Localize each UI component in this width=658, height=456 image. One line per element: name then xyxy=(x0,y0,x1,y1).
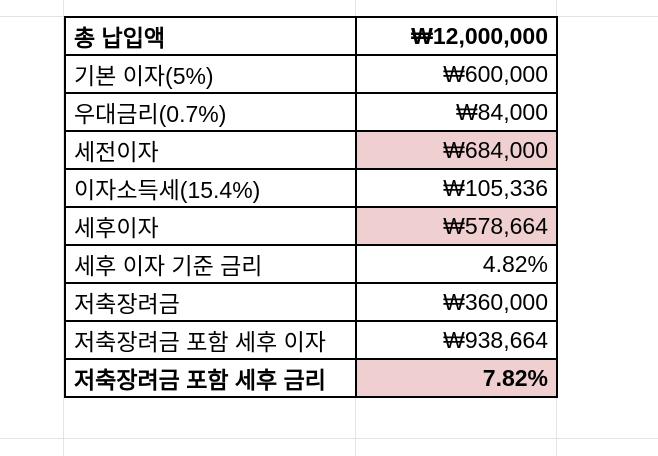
row-value[interactable]: ₩938,664 xyxy=(355,320,558,360)
row-value[interactable]: ₩105,336 xyxy=(355,168,558,208)
row-label[interactable]: 저축장려금 포함 세후 이자 xyxy=(64,320,357,360)
row-value[interactable]: ₩84,000 xyxy=(355,92,558,132)
row-value[interactable]: ₩12,000,000 xyxy=(355,16,558,56)
table-row: 세후 이자 기준 금리 4.82% xyxy=(64,244,558,284)
row-label[interactable]: 총 납입액 xyxy=(64,16,357,56)
table-row: 저축장려금 ₩360,000 xyxy=(64,282,558,322)
interest-calculation-table: 총 납입액 ₩12,000,000 기본 이자(5%) ₩600,000 우대금… xyxy=(64,16,558,398)
row-label[interactable]: 저축장려금 xyxy=(64,282,357,322)
row-label[interactable]: 세후 이자 기준 금리 xyxy=(64,244,357,284)
grid-column-line xyxy=(63,0,64,456)
row-label[interactable]: 저축장려금 포함 세후 금리 xyxy=(64,358,357,398)
grid-row-line xyxy=(0,438,658,439)
table-row: 우대금리(0.7%) ₩84,000 xyxy=(64,92,558,132)
row-label[interactable]: 세후이자 xyxy=(64,206,357,246)
row-label[interactable]: 우대금리(0.7%) xyxy=(64,92,357,132)
row-value[interactable]: ₩360,000 xyxy=(355,282,558,322)
row-label[interactable]: 세전이자 xyxy=(64,130,357,170)
row-value-highlighted[interactable]: ₩684,000 xyxy=(355,130,558,170)
row-value-highlighted[interactable]: ₩578,664 xyxy=(355,206,558,246)
row-label[interactable]: 이자소득세(15.4%) xyxy=(64,168,357,208)
table-row: 세후이자 ₩578,664 xyxy=(64,206,558,246)
row-label[interactable]: 기본 이자(5%) xyxy=(64,54,357,94)
row-value[interactable]: ₩600,000 xyxy=(355,54,558,94)
row-value[interactable]: 4.82% xyxy=(355,244,558,284)
table-row: 기본 이자(5%) ₩600,000 xyxy=(64,54,558,94)
table-row: 저축장려금 포함 세후 이자 ₩938,664 xyxy=(64,320,558,360)
table-row: 총 납입액 ₩12,000,000 xyxy=(64,16,558,56)
row-value-highlighted[interactable]: 7.82% xyxy=(355,358,558,398)
table-row: 이자소득세(15.4%) ₩105,336 xyxy=(64,168,558,208)
table-row: 세전이자 ₩684,000 xyxy=(64,130,558,170)
table-row: 저축장려금 포함 세후 금리 7.82% xyxy=(64,358,558,398)
